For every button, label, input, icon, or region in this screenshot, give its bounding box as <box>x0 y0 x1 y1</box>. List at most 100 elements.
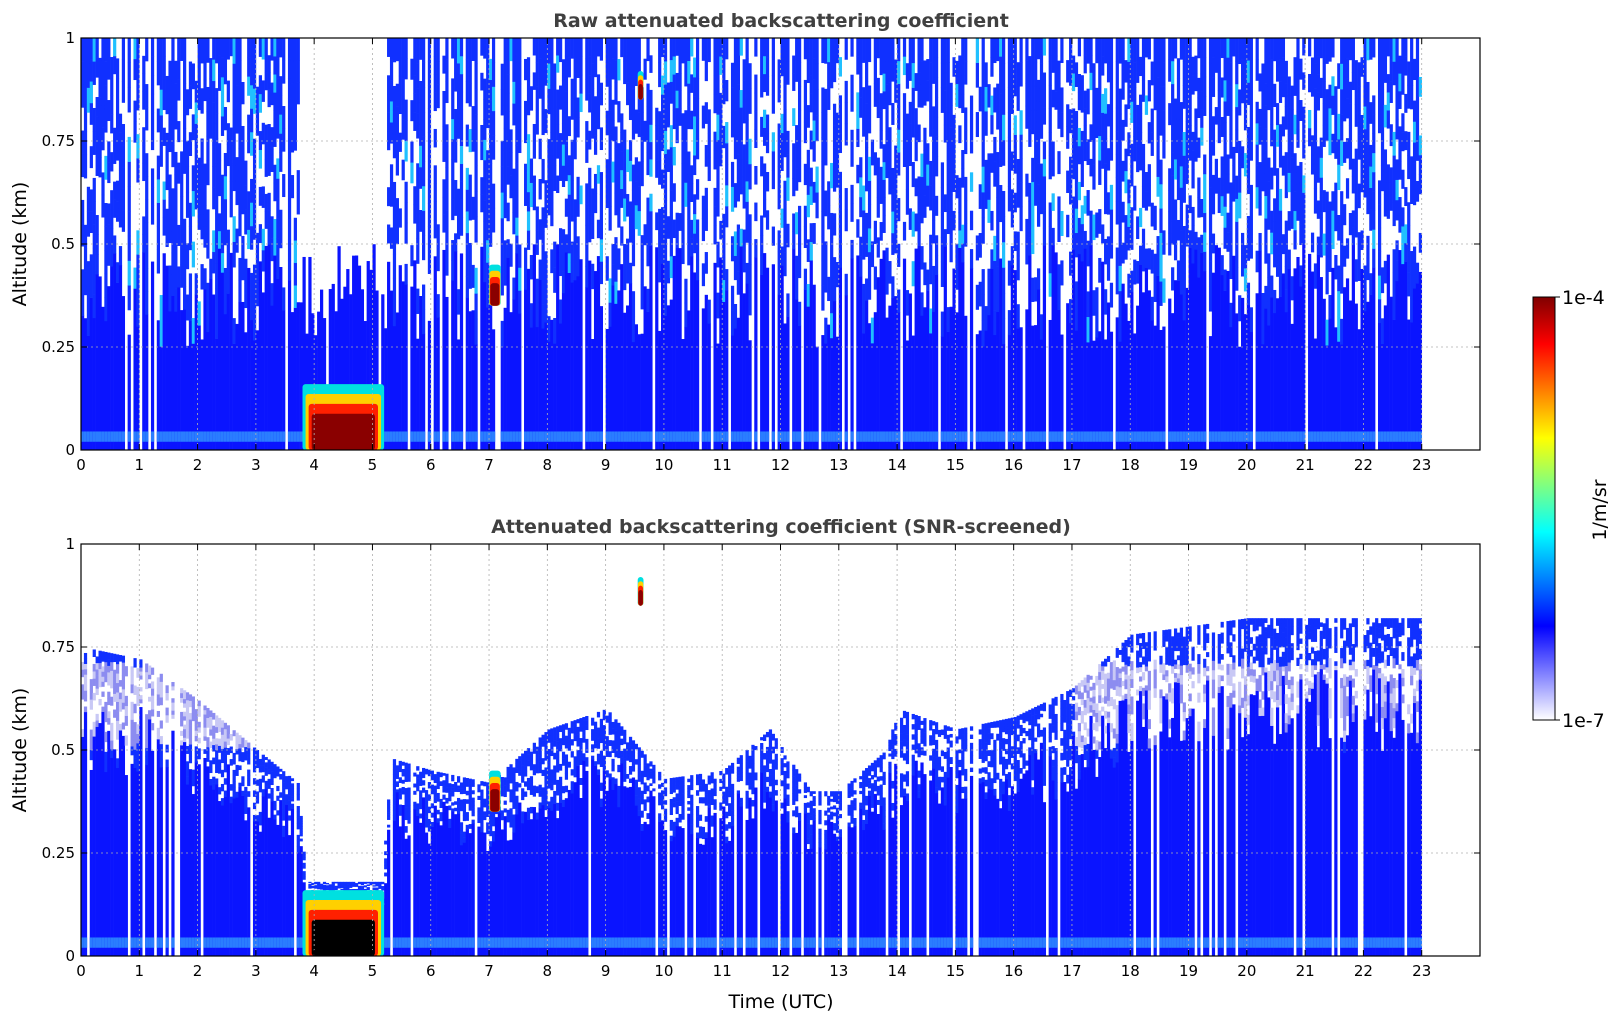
heatmap-cell <box>876 197 880 218</box>
heatmap-cell <box>634 61 638 87</box>
heatmap-cell <box>1168 59 1172 82</box>
heatmap-cell <box>908 144 912 167</box>
heatmap-cell <box>255 111 260 136</box>
heatmap-cell <box>742 165 746 188</box>
heatmap-cell <box>593 38 598 58</box>
heatmap-cell <box>287 58 292 79</box>
heatmap-cell <box>1089 55 1093 73</box>
heatmap-cell <box>255 797 260 804</box>
heatmap-cell <box>1208 137 1213 163</box>
heatmap-cell <box>1255 165 1259 188</box>
heatmap-cell <box>1392 319 1396 450</box>
heatmap-cell <box>136 752 140 763</box>
heatmap-cell <box>113 431 117 442</box>
heatmap-cell <box>1290 431 1294 442</box>
heatmap-cell <box>1357 110 1361 136</box>
heatmap-cell <box>701 431 706 442</box>
heatmap-cell <box>964 61 968 85</box>
heatmap-cell <box>104 203 108 227</box>
heatmap-cell <box>98 157 102 178</box>
heatmap-cell <box>524 163 528 186</box>
heatmap-cell <box>206 233 210 259</box>
heatmap-cell <box>215 761 219 768</box>
heatmap-cell <box>261 38 265 60</box>
heatmap-cell <box>1372 248 1376 268</box>
heatmap-cell <box>1036 268 1041 290</box>
heatmap-cell <box>570 38 574 59</box>
heatmap-cell <box>999 111 1003 131</box>
heatmap-cell <box>328 884 332 888</box>
heatmap-cell <box>1357 86 1361 112</box>
heatmap-cell <box>389 431 394 442</box>
heatmap-cell <box>241 301 245 450</box>
heatmap-cell <box>544 61 548 86</box>
heatmap-cell <box>255 750 260 757</box>
heatmap-cell <box>561 122 566 145</box>
heatmap-cell <box>156 202 160 227</box>
heatmap-cell <box>681 431 685 442</box>
heatmap-cell <box>322 882 327 885</box>
heatmap-cell <box>357 265 362 450</box>
heatmap-cell <box>1168 298 1172 450</box>
heatmap-cell <box>669 234 673 257</box>
heatmap-cell <box>174 288 178 312</box>
heatmap-cell <box>614 82 618 105</box>
heatmap-cell <box>856 110 860 129</box>
heatmap-cell <box>270 283 274 306</box>
heatmap-cell <box>1296 256 1300 450</box>
heatmap-cell <box>98 680 102 688</box>
heatmap-cell <box>226 250 230 273</box>
heatmap-cell <box>115 180 120 202</box>
heatmap-cell <box>86 261 91 287</box>
heatmap-cell <box>115 767 120 956</box>
heatmap-cell <box>83 131 88 156</box>
heatmap-cell <box>882 55 886 74</box>
heatmap-cell <box>678 55 682 74</box>
heatmap-cell <box>220 213 225 234</box>
heatmap-cell <box>419 102 423 125</box>
heatmap-cell <box>474 89 478 115</box>
heatmap-cell <box>258 778 263 786</box>
heatmap-cell <box>331 884 335 887</box>
heatmap-cell <box>797 229 802 255</box>
heatmap-cell <box>649 141 653 160</box>
heatmap-cell <box>118 730 123 956</box>
heatmap-cell <box>1343 100 1347 122</box>
heatmap-cell <box>1418 135 1423 156</box>
heatmap-cell <box>999 129 1003 149</box>
heatmap-cell <box>1150 431 1154 442</box>
heatmap-cell <box>882 91 886 110</box>
heatmap-cell <box>795 255 799 278</box>
heatmap-cell <box>413 260 417 450</box>
heatmap-cell <box>180 242 184 266</box>
heatmap-cell <box>451 159 455 180</box>
heatmap-cell <box>1162 230 1166 255</box>
heatmap-cell <box>1319 197 1323 218</box>
heatmap-cell <box>165 151 169 172</box>
heatmap-cell <box>550 319 554 450</box>
heatmap-cell <box>1325 242 1329 269</box>
heatmap-cell <box>704 431 708 442</box>
heatmap-cell <box>795 38 799 61</box>
heatmap-cell <box>969 431 974 442</box>
heatmap-cell <box>786 293 790 317</box>
heatmap-cell <box>287 38 292 59</box>
heatmap-cell <box>556 106 560 125</box>
heatmap-cell <box>1278 145 1283 168</box>
heatmap-cell <box>617 206 621 228</box>
heatmap-cell <box>419 38 423 60</box>
heatmap-cell <box>1191 263 1195 450</box>
heatmap-cell <box>1345 58 1350 79</box>
heatmap-cell <box>136 696 140 706</box>
heatmap-cell <box>1048 319 1052 450</box>
heatmap-cell <box>290 106 295 130</box>
heatmap-cell <box>524 58 528 81</box>
heatmap-cell <box>946 135 950 161</box>
heatmap-cell <box>1115 84 1119 109</box>
heatmap-cell <box>1025 60 1029 84</box>
heatmap-cell <box>649 211 653 229</box>
heatmap-cell <box>1345 278 1350 450</box>
heatmap-cell <box>247 267 251 450</box>
heatmap-cell <box>1106 431 1111 442</box>
heatmap-cell <box>136 771 140 956</box>
